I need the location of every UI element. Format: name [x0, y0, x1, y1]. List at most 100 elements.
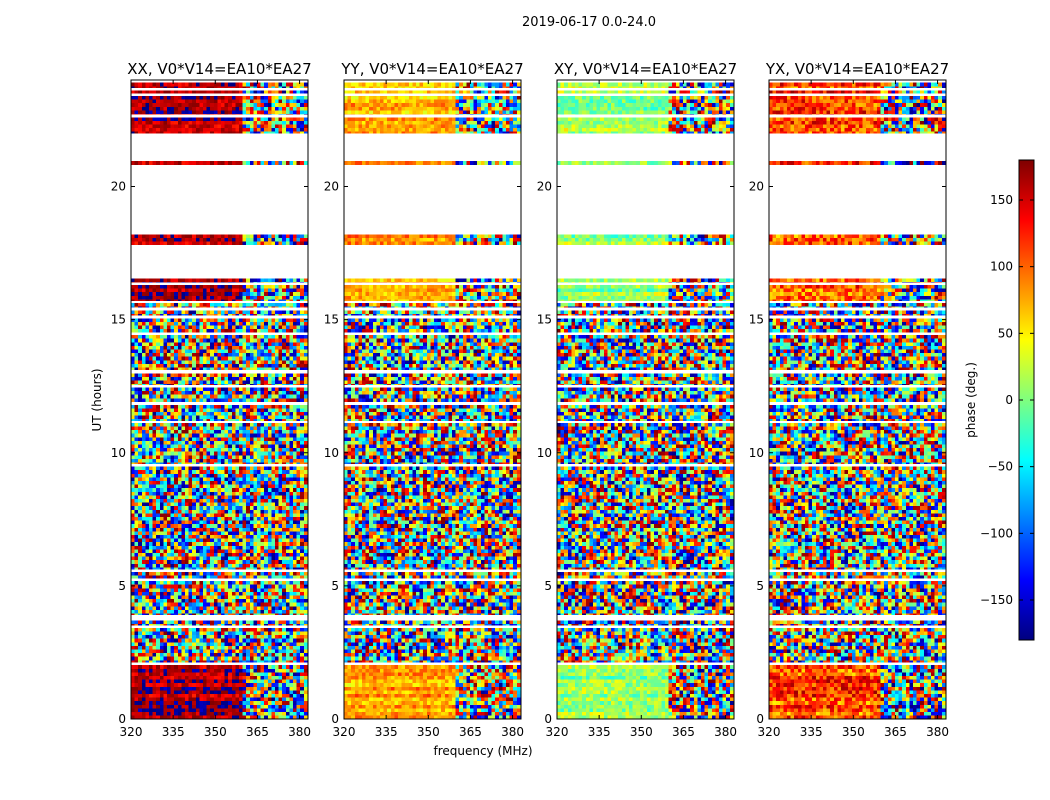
heatmap-cell-group: [516, 117, 521, 121]
heatmap-cell-group: [902, 387, 906, 392]
heatmap-cell-group: [156, 572, 160, 576]
heatmap-cell-group: [152, 473, 157, 478]
heatmap-cell-group: [249, 499, 254, 503]
heatmap-cell-group: [426, 306, 499, 434]
heatmap-cell-group: [934, 624, 946, 654]
heatmap-cell-group: [383, 567, 388, 570]
heatmap-cell-group: [794, 318, 798, 322]
x-tick-label: 365: [672, 725, 695, 739]
heatmap-cell-group: [405, 430, 409, 434]
heatmap-cell-group: [923, 124, 928, 129]
heatmap-cell-group: [260, 345, 265, 350]
heatmap-cell-group: [206, 588, 211, 592]
heatmap-cell-group: [380, 356, 384, 361]
heatmap-cell-group: [708, 642, 712, 646]
heatmap-cell-group: [249, 398, 254, 402]
heatmap-cell-group: [625, 124, 629, 129]
heatmap-cell-group: [704, 412, 709, 416]
heatmap-cell-group: [779, 572, 784, 576]
heatmap-cell-group: [779, 241, 931, 492]
heatmap-cell-group: [398, 653, 402, 657]
heatmap-cell-group: [185, 509, 189, 514]
heatmap-cell-group: [145, 481, 160, 510]
heatmap-cell-group: [783, 656, 787, 661]
x-tick-label: 365: [246, 725, 269, 739]
y-tick-label: 20: [749, 180, 764, 194]
heatmap-cell-group: [477, 299, 481, 301]
heatmap-cell-group: [131, 627, 135, 632]
heatmap-cell-group: [347, 377, 506, 654]
heatmap-cell-group: [365, 481, 370, 485]
heatmap-cell-group: [647, 440, 651, 445]
heatmap-cell-group: [365, 306, 474, 596]
heatmap-cell-group: [246, 584, 250, 589]
heatmap-cell-group: [289, 394, 293, 399]
heatmap-cell-group: [473, 631, 478, 636]
heatmap-cell-group: [455, 391, 460, 395]
heatmap-cell-group: [819, 430, 823, 434]
heatmap-cell-group: [419, 391, 424, 395]
y-tick-label: 5: [118, 579, 126, 593]
heatmap-cell-group: [434, 620, 438, 625]
heatmap-cell-group: [149, 620, 153, 625]
heatmap-cell-group: [769, 572, 773, 576]
heatmap-cell-group: [654, 278, 658, 282]
heatmap-cell-group: [300, 349, 304, 354]
x-tick-label: 335: [800, 725, 823, 739]
heatmap-cell-group: [253, 114, 257, 115]
heatmap-cell-group: [260, 329, 265, 333]
heatmap-cell-group: [145, 329, 149, 333]
heatmap-cell-group: [884, 342, 888, 346]
heatmap-cell-group: [560, 363, 565, 368]
heatmap-cell-group: [593, 103, 601, 121]
heatmap-cell-group: [145, 363, 149, 368]
heatmap-cell-group: [873, 303, 877, 307]
heatmap-cell-group: [351, 656, 355, 661]
heatmap-cell-group: [600, 288, 604, 293]
heatmap-cell-group: [257, 415, 261, 420]
heatmap-cell-group: [437, 527, 442, 532]
heatmap-cell-group: [693, 110, 698, 114]
heatmap-cell-group: [841, 377, 845, 381]
heatmap-cell-group: [913, 499, 917, 503]
heatmap-cell-group: [509, 645, 514, 650]
heatmap-cell-group: [296, 377, 301, 381]
heatmap-cell-group: [416, 82, 420, 87]
heatmap-cell-group: [419, 342, 424, 346]
heatmap-cell-group: [267, 430, 272, 434]
plot-frame: [343, 79, 522, 720]
heatmap-cell-group: [401, 581, 406, 585]
heatmap-cell-group: [575, 462, 601, 492]
heatmap-cell-group: [711, 506, 716, 510]
heatmap-cell-group: [614, 82, 619, 87]
heatmap-cell-group: [891, 484, 895, 489]
heatmap-cell-group: [249, 635, 254, 639]
heatmap-cell-group: [455, 96, 460, 100]
heatmap-cell-group: [152, 645, 157, 650]
y-axis-label: UT (hours): [90, 368, 104, 431]
heatmap-cell-group: [701, 306, 705, 308]
heatmap-cell-group: [430, 114, 434, 115]
heatmap-cell-group: [596, 241, 601, 245]
heatmap-cell-group: [805, 645, 809, 650]
heatmap-cell-group: [437, 310, 442, 314]
heatmap-cell-group: [923, 299, 928, 301]
heatmap-cell-group: [848, 363, 852, 368]
heatmap-cell-group: [163, 451, 167, 456]
heatmap-cell-group: [278, 391, 283, 395]
heatmap-cell-group: [249, 288, 254, 293]
heatmap-cell-group: [210, 560, 214, 564]
heatmap-cell-group: [358, 310, 362, 314]
heatmap-cell-group: [812, 527, 816, 532]
heatmap-cell-group: [636, 90, 651, 114]
heatmap-cell-group: [862, 419, 867, 421]
heatmap-cell-group: [887, 531, 892, 535]
heatmap-cell-group: [437, 285, 492, 626]
heatmap-cell-group: [271, 356, 275, 361]
y-tick-label: 0: [118, 712, 126, 726]
heatmap-cell-group: [289, 313, 293, 316]
heatmap-cell-group: [303, 161, 308, 165]
heatmap-cell-group: [675, 103, 680, 107]
